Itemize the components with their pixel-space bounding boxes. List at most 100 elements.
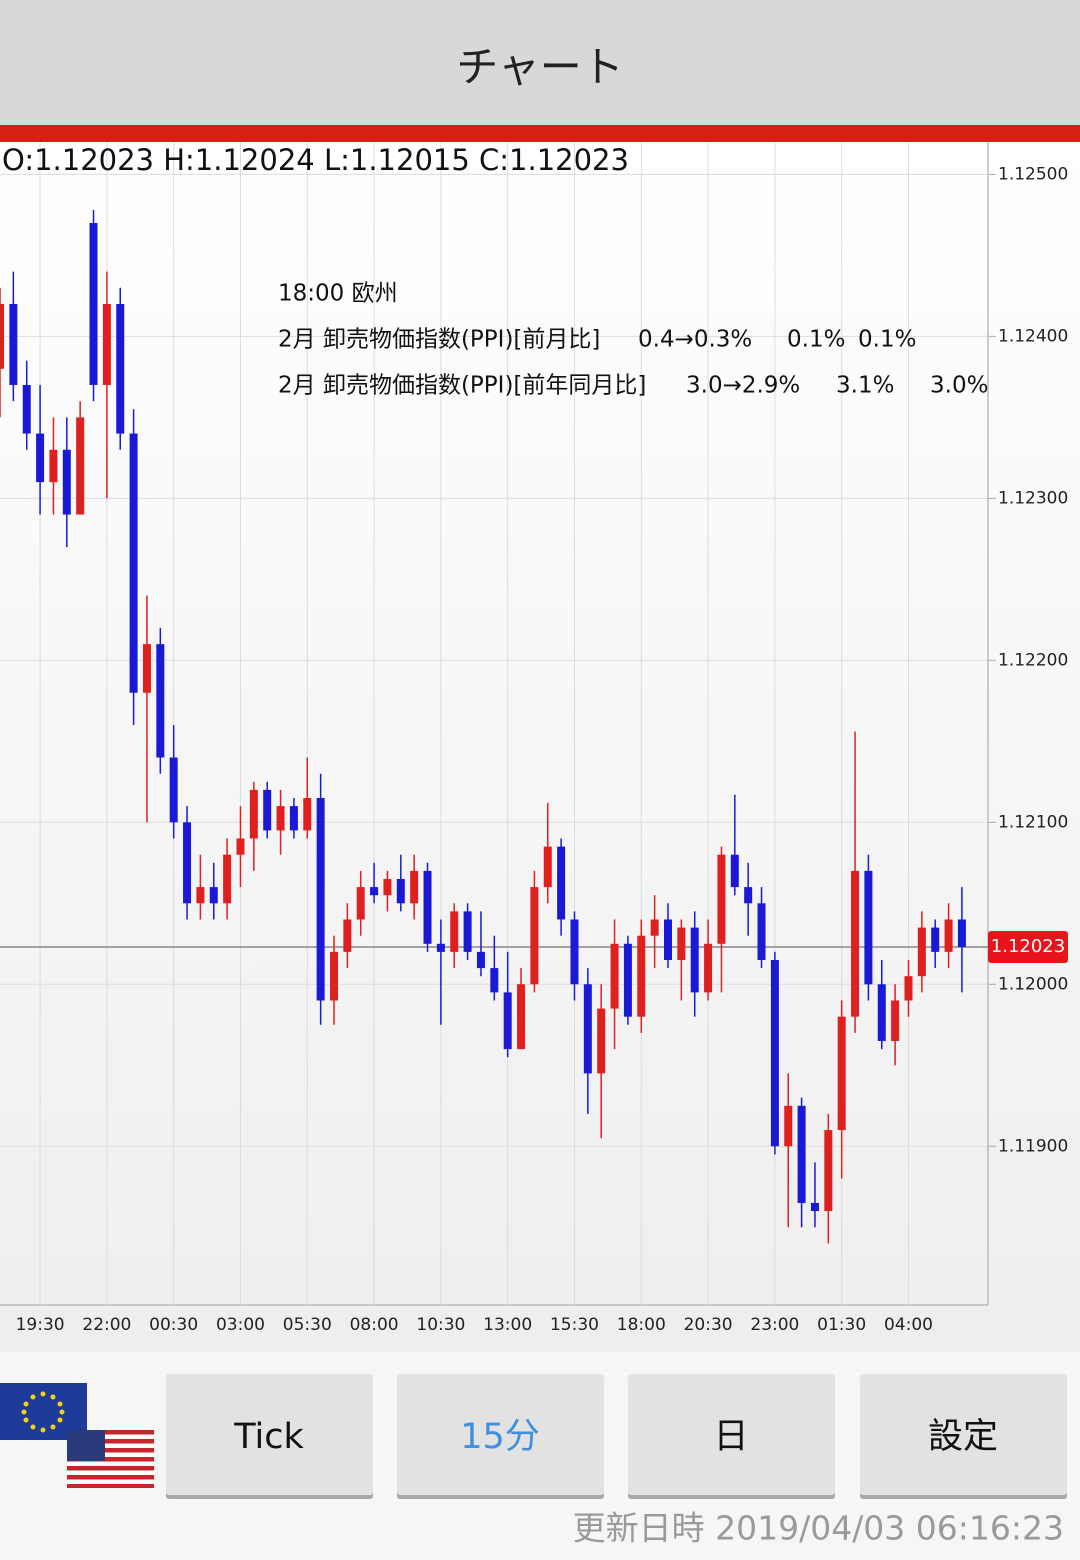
- event-list: 2月 卸売物価指数(PPI)[前月比] 0.4→0.3% 0.1% 0.1% 2月 卸売…: [278, 327, 988, 399]
- ohlc-text: O:1.12023 H:1.12024 L:1.12015 C:1.12023: [2, 143, 629, 177]
- candle-body: [102, 303, 111, 385]
- candle-body: [62, 449, 71, 515]
- event-cell: 3.0%: [930, 373, 988, 399]
- candle-body: [797, 1105, 806, 1203]
- candle-body: [316, 798, 325, 1001]
- event-cell: 2月 卸売物価指数(PPI)[前月比]: [278, 327, 600, 353]
- candle-body: [410, 870, 419, 904]
- y-tick-label: 1.12100: [998, 812, 1068, 832]
- candle-body: [810, 1202, 819, 1212]
- button-label[interactable]: Tick: [233, 1417, 304, 1457]
- candle-body: [944, 919, 953, 952]
- y-tick-label: 1.12400: [998, 326, 1068, 346]
- candle-body: [383, 878, 392, 896]
- x-tick-label: 13:00: [483, 1315, 532, 1335]
- y-tick-label: 1.12200: [998, 650, 1068, 670]
- candle-body: [396, 878, 405, 904]
- event-cell: 3.0→2.9%: [686, 373, 800, 399]
- candle-body: [236, 838, 245, 855]
- candles: [0, 210, 966, 1244]
- candle-body: [49, 449, 58, 483]
- event-cell: 3.1%: [836, 373, 894, 399]
- candle-body: [784, 1105, 793, 1147]
- last-price-badge: [988, 931, 1068, 964]
- candle-body: [757, 903, 766, 960]
- candle-body: [650, 919, 659, 936]
- candle-body: [196, 887, 205, 904]
- x-tick-label: 22:00: [82, 1315, 131, 1335]
- candle-body: [276, 806, 285, 831]
- candle-body: [289, 806, 298, 831]
- button[interactable]: [628, 1374, 835, 1495]
- candle-body: [249, 789, 258, 839]
- candle-body: [142, 644, 151, 693]
- event-time: 18:00 欧州: [278, 281, 398, 307]
- candle-body: [610, 943, 619, 1009]
- candle-body: [36, 433, 45, 483]
- event-cell: 0.4→0.3%: [638, 327, 752, 353]
- candle-body: [303, 798, 312, 831]
- labels: 1.12500 1.12400 1.12300 1.12200 1.12100 1.120…: [16, 164, 1069, 1335]
- event-cell: 0.1%: [787, 327, 845, 353]
- candle-body: [837, 1016, 846, 1131]
- x-tick-label: 05:30: [283, 1315, 332, 1335]
- eu-stars: [21, 1391, 65, 1433]
- x-tick-label: 19:30: [16, 1315, 65, 1335]
- last-price-label: 1.12023: [991, 936, 1065, 957]
- candle-body: [463, 911, 472, 952]
- candle-body: [570, 919, 579, 985]
- button-label[interactable]: 設定: [928, 1417, 998, 1457]
- candle-body: [76, 417, 85, 515]
- candle-body: [330, 951, 338, 1001]
- candle-body: [223, 854, 232, 904]
- x-tick-label: 18:00: [617, 1315, 666, 1335]
- button[interactable]: [397, 1374, 604, 1495]
- x-tick-label: 10:30: [416, 1315, 465, 1335]
- y-tick-label: 1.11900: [998, 1136, 1068, 1156]
- candle-body: [664, 919, 672, 960]
- candle-body: [343, 919, 352, 952]
- us-flag: [67, 1430, 154, 1488]
- candle-body: [730, 854, 739, 888]
- candle-body: [183, 822, 192, 904]
- candle-body: [717, 854, 726, 944]
- candle-body: [517, 984, 526, 1050]
- candle-body: [476, 951, 485, 969]
- candle-body: [904, 976, 913, 1001]
- candle-body: [851, 870, 860, 1017]
- candle-body: [129, 433, 138, 693]
- candle-body: [9, 303, 18, 385]
- candle-body: [169, 757, 178, 823]
- candle-body: [957, 919, 966, 948]
- candle-body: [0, 303, 4, 369]
- candle-body: [423, 870, 432, 944]
- candle-body: [356, 887, 365, 920]
- event-cell: 0.1%: [858, 327, 916, 353]
- candle-body: [597, 1008, 606, 1074]
- button-label[interactable]: 15分: [460, 1417, 540, 1457]
- y-tick-label: 1.12500: [998, 164, 1068, 184]
- candle-body: [917, 927, 926, 977]
- accent-bar: [0, 125, 1080, 142]
- candle-body: [623, 943, 632, 1017]
- candle-body: [156, 644, 165, 758]
- button[interactable]: [166, 1374, 373, 1495]
- candle-body: [931, 927, 940, 952]
- app-bar: [0, 0, 1080, 125]
- event-cell: 2月 卸売物価指数(PPI)[前年同月比]: [278, 373, 646, 399]
- x-tick-label: 20:30: [684, 1315, 733, 1335]
- candle-body: [557, 846, 566, 920]
- x-tick-label: 03:00: [216, 1315, 265, 1335]
- interval-buttons: Tick 15分 日 設定: [166, 1374, 1067, 1499]
- candle-body: [877, 984, 886, 1041]
- candle-body: [490, 968, 499, 993]
- candle-body: [89, 222, 98, 385]
- candle-body: [503, 992, 512, 1050]
- candle-body: [583, 984, 592, 1074]
- button[interactable]: [860, 1374, 1067, 1495]
- candle-body: [690, 927, 699, 993]
- x-tick-label: 04:00: [884, 1315, 933, 1335]
- app-title: チャート: [456, 43, 624, 92]
- button-label[interactable]: 日: [713, 1417, 748, 1457]
- candle-body: [864, 870, 873, 985]
